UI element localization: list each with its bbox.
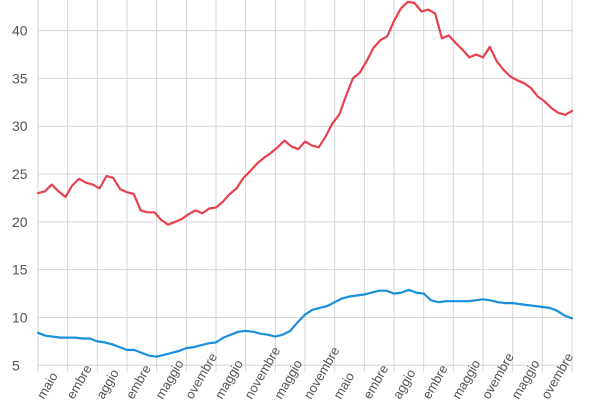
- series-lines: [36, 0, 574, 358]
- x-tick-label: maio: [330, 370, 357, 400]
- x-tick-label: ovembre: [538, 350, 576, 400]
- y-tick-label: 20: [12, 214, 28, 230]
- y-tick-label: 25: [12, 166, 28, 182]
- y-tick-label: 30: [12, 118, 28, 134]
- horizontal-gridlines: [38, 30, 572, 366]
- vertical-gridlines: [37, 0, 573, 372]
- y-axis-tick-labels: 5 10 15 20 25 30 35 40: [12, 23, 28, 374]
- y-tick-label: 15: [12, 262, 28, 278]
- y-tick-label: 40: [12, 23, 28, 39]
- y-tick-label: 10: [12, 309, 28, 325]
- series-line-1: [36, 0, 574, 226]
- y-tick-label: 5: [12, 357, 20, 373]
- x-tick-label: maio: [34, 370, 61, 400]
- series-line-2: [36, 288, 574, 358]
- y-tick-label: 35: [12, 70, 28, 86]
